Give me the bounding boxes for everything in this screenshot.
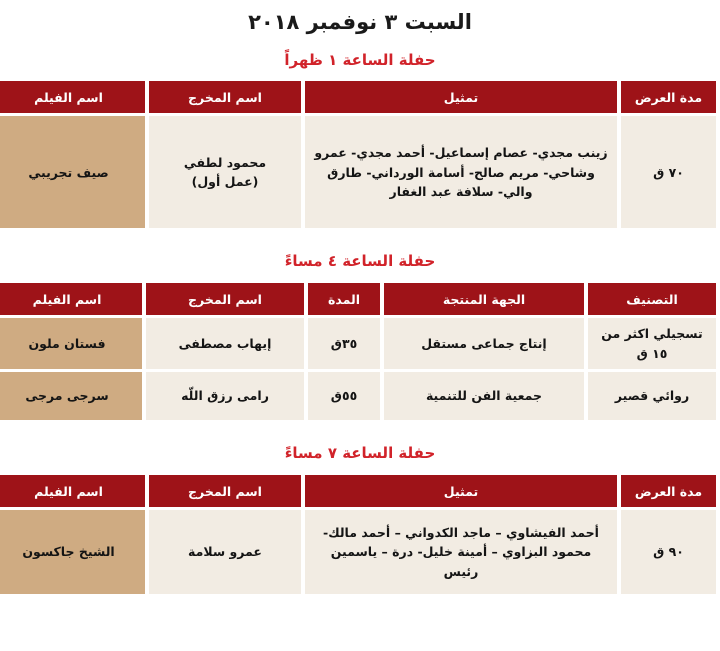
session-3-title: حفلة الساعة ٧ مساءً xyxy=(284,444,436,462)
col-header-producer: الجهة المنتجة xyxy=(384,283,584,316)
col-header-duration: مدة العرض xyxy=(621,475,716,507)
cell-rating: روائي قصير xyxy=(588,372,716,420)
session-3: حفلة الساعة ٧ مساءً مدة العرض تمثيل اسم … xyxy=(0,423,720,597)
session-2-title: حفلة الساعة ٤ مساءً xyxy=(284,252,436,271)
col-header-director: اسم المخرج xyxy=(146,283,304,316)
cell-film: فستان ملون xyxy=(0,318,142,369)
cell-rating: تسجيلي اكثر من ١٥ ق xyxy=(588,318,716,369)
cell-film: صيف تجريبي xyxy=(0,116,145,229)
session-2-table: التصنيف الجهة المنتجة المدة اسم المخرج ا… xyxy=(0,280,720,423)
table-row: ٩٠ ق أحمد الفيشاوي – ماجد الكدواني – أحم… xyxy=(0,510,716,594)
col-header-cast: تمثيل xyxy=(305,475,617,507)
cell-cast: زينب مجدي- عصام إسماعيل- أحمد مجدي- عمرو… xyxy=(305,116,617,229)
col-header-duration: المدة xyxy=(308,283,380,316)
cell-duration: ٥٥ق xyxy=(308,372,380,420)
cell-director: إيهاب مصطفى xyxy=(146,318,304,369)
col-header-cast: تمثيل xyxy=(305,81,617,114)
table-header-row: مدة العرض تمثيل اسم المخرج اسم الفيلم xyxy=(0,475,716,507)
cell-film: الشيخ جاكسون xyxy=(0,510,145,594)
col-header-film: اسم الفيلم xyxy=(0,475,145,507)
session-3-table: مدة العرض تمثيل اسم المخرج اسم الفيلم ٩٠… xyxy=(0,472,720,597)
col-header-film: اسم الفيلم xyxy=(0,81,145,114)
cell-duration: ٧٠ ق xyxy=(621,116,716,229)
cell-director: محمود لطفي (عمل أول) xyxy=(149,116,301,229)
session-1-table: مدة العرض تمثيل اسم المخرج اسم الفيلم ٧٠… xyxy=(0,78,720,231)
cell-film: سرجى مرجى xyxy=(0,372,142,420)
table-header-row: التصنيف الجهة المنتجة المدة اسم المخرج ا… xyxy=(0,283,716,316)
col-header-duration: مدة العرض xyxy=(621,81,716,114)
cell-cast: أحمد الفيشاوي – ماجد الكدواني – أحمد مال… xyxy=(305,510,617,594)
session-1-title: حفلة الساعة ١ ظهراً xyxy=(284,51,436,70)
cell-producer: جمعية الفن للتنمية xyxy=(384,372,584,420)
table-row: ٧٠ ق زينب مجدي- عصام إسماعيل- أحمد مجدي-… xyxy=(0,116,716,229)
col-header-director: اسم المخرج xyxy=(149,475,301,507)
col-header-director: اسم المخرج xyxy=(149,81,301,114)
col-header-rating: التصنيف xyxy=(588,283,716,316)
table-row: روائي قصير جمعية الفن للتنمية ٥٥ق رامى ر… xyxy=(0,372,716,420)
session-1: حفلة الساعة ١ ظهراً مدة العرض تمثيل اسم … xyxy=(0,35,720,231)
cell-duration: ٩٠ ق xyxy=(621,510,716,594)
cell-director: عمرو سلامة xyxy=(149,510,301,594)
col-header-film: اسم الفيلم xyxy=(0,283,142,316)
table-row: تسجيلي اكثر من ١٥ ق إنتاج جماعى مستقل ٣٥… xyxy=(0,318,716,369)
cell-director: رامى رزق اللّه xyxy=(146,372,304,420)
cell-duration: ٣٥ق xyxy=(308,318,380,369)
page-title: السبت ٣ نوفمبر ٢٠١٨ xyxy=(248,10,472,34)
table-header-row: مدة العرض تمثيل اسم المخرج اسم الفيلم xyxy=(0,81,716,114)
session-2: حفلة الساعة ٤ مساءً التصنيف الجهة المنتج… xyxy=(0,231,720,423)
cell-producer: إنتاج جماعى مستقل xyxy=(384,318,584,369)
